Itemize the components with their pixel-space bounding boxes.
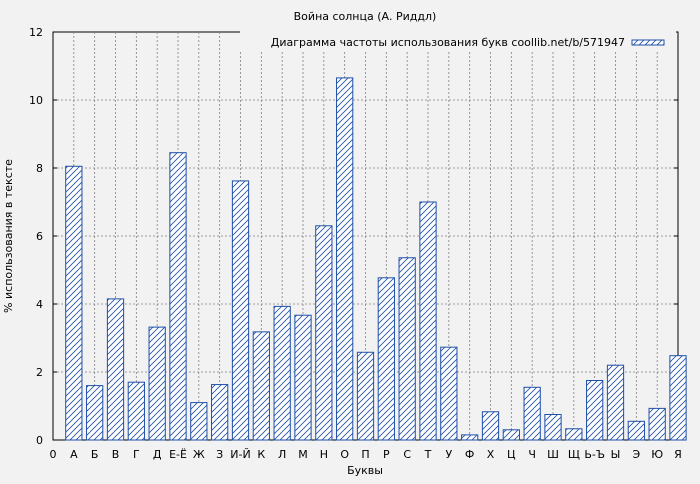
x-tick-label: И-Й xyxy=(230,448,250,461)
bar xyxy=(440,346,458,441)
legend-background xyxy=(240,31,676,51)
y-tick-label: 12 xyxy=(29,26,43,39)
x-tick-label: А xyxy=(70,448,78,461)
x-tick-label: Т xyxy=(424,448,432,461)
bar xyxy=(169,152,187,441)
x-tick-label: Я xyxy=(674,448,682,461)
legend-swatch xyxy=(631,39,665,46)
x-tick-label: В xyxy=(112,448,120,461)
bar xyxy=(648,407,666,441)
bar xyxy=(252,331,270,441)
bar xyxy=(627,420,645,441)
x-tick-label: Ю xyxy=(651,448,663,461)
x-tick-label: Х xyxy=(487,448,495,461)
x-tick-label: С xyxy=(403,448,411,461)
x-tick-label: Ч xyxy=(528,448,536,461)
x-origin-label: 0 xyxy=(50,448,57,461)
y-tick-label: 6 xyxy=(36,230,43,243)
bar xyxy=(356,351,375,441)
x-tick-label: Ы xyxy=(611,448,621,461)
bar xyxy=(231,180,250,441)
x-tick-label: О xyxy=(340,448,349,461)
y-tick-label: 0 xyxy=(36,434,43,447)
bar xyxy=(502,429,520,441)
x-tick-label: Е-Ё xyxy=(169,448,187,461)
bar xyxy=(86,385,104,441)
x-tick-label: У xyxy=(445,448,452,461)
x-tick-label: Г xyxy=(133,448,140,461)
bar xyxy=(523,386,541,441)
x-tick-label: Д xyxy=(153,448,162,461)
bar xyxy=(65,165,83,441)
bar xyxy=(544,414,562,441)
x-tick-label: З xyxy=(216,448,223,461)
y-tick-label: 8 xyxy=(36,162,43,175)
legend: Диаграмма частоты использования букв coo… xyxy=(240,31,676,51)
bar xyxy=(377,277,395,441)
x-axis-label: Буквы xyxy=(347,464,383,477)
x-tick-label: Ш xyxy=(547,448,559,461)
x-tick-label: Щ xyxy=(568,448,580,461)
y-tick-label: 4 xyxy=(36,298,43,311)
x-tick-label: Б xyxy=(91,448,99,461)
bar xyxy=(461,434,479,441)
bar xyxy=(211,384,229,441)
x-tick-label: Э xyxy=(632,448,640,461)
bar xyxy=(294,314,312,441)
x-tick-label: Ж xyxy=(193,448,205,461)
bar xyxy=(127,381,145,441)
x-tick-label: К xyxy=(257,448,265,461)
bar xyxy=(586,380,604,441)
legend-label: Диаграмма частоты использования букв coo… xyxy=(271,36,625,49)
y-tick-label: 2 xyxy=(36,366,43,379)
x-tick-label: Н xyxy=(320,448,328,461)
x-tick-label: Ф xyxy=(465,448,474,461)
y-tick-label: 10 xyxy=(29,94,43,107)
x-tick-label: П xyxy=(361,448,369,461)
bar xyxy=(315,225,333,441)
chart-title: Война солнца (А. Риддл) xyxy=(294,10,437,23)
bar xyxy=(148,326,166,441)
x-tick-label: Ц xyxy=(507,448,516,461)
x-tick-label: Р xyxy=(383,448,390,461)
x-tick-label: Ь-Ъ xyxy=(584,448,605,461)
bar xyxy=(336,77,354,441)
bar xyxy=(273,305,291,441)
bar xyxy=(419,201,437,441)
bar xyxy=(106,298,125,441)
x-tick-label: Л xyxy=(278,448,286,461)
bar xyxy=(398,257,416,441)
bar xyxy=(669,355,687,441)
bar xyxy=(565,428,583,441)
x-tick-label: М xyxy=(298,448,308,461)
y-axis-label: % использования в тексте xyxy=(2,159,15,313)
bar xyxy=(481,411,500,441)
bar xyxy=(190,402,208,441)
bar xyxy=(606,364,625,441)
